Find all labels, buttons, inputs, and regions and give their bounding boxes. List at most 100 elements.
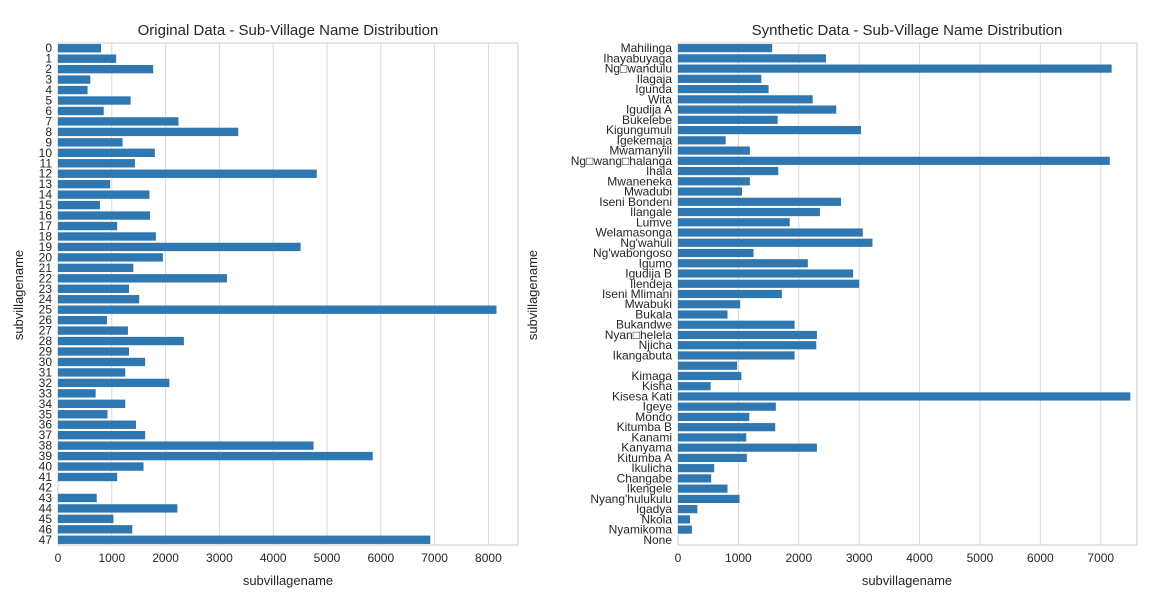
synthetic-ytick-label: Changabe bbox=[617, 471, 673, 485]
original-bar bbox=[58, 221, 118, 231]
synthetic-bar bbox=[678, 228, 863, 237]
original-xtick-label: 5000 bbox=[314, 551, 341, 565]
original-ytick-label: 10 bbox=[39, 146, 53, 160]
original-bar bbox=[58, 357, 146, 367]
synthetic-ytick-label: Bukelebe bbox=[622, 113, 672, 127]
original-ytick-label: 26 bbox=[39, 313, 53, 327]
original-bar bbox=[58, 200, 100, 210]
original-ytick-label: 24 bbox=[39, 292, 53, 306]
synthetic-bar bbox=[678, 269, 854, 278]
synthetic-ytick-label: Mahilinga bbox=[621, 41, 673, 55]
synthetic-bar bbox=[678, 44, 773, 53]
original-ytick-label: 5 bbox=[45, 94, 52, 108]
synthetic-ytick-label: Ng'wahuli bbox=[620, 236, 672, 250]
original-bar bbox=[58, 106, 104, 116]
synthetic-ytick-label: Kanami bbox=[631, 430, 672, 444]
synthetic-ytick-label: Nyang'hulukulu bbox=[590, 492, 672, 506]
synthetic-ytick-label: Ikangabuta bbox=[613, 348, 673, 362]
original-ytick-label: 4 bbox=[45, 83, 52, 97]
original-bar bbox=[58, 169, 317, 178]
original-ytick-label: 11 bbox=[40, 156, 53, 170]
original-ytick-label: 14 bbox=[39, 188, 53, 202]
original-bar bbox=[58, 127, 239, 137]
original-ytick-label: 8 bbox=[45, 125, 52, 139]
synthetic-ytick-label: Ng□wang□halanga bbox=[571, 154, 673, 168]
synthetic-bar bbox=[678, 187, 743, 196]
synthetic-xtick-label: 5000 bbox=[967, 551, 994, 565]
synthetic-bar bbox=[678, 320, 795, 329]
synthetic-bar bbox=[678, 166, 779, 176]
synthetic-bar bbox=[678, 95, 813, 104]
original-ytick-label: 31 bbox=[39, 365, 53, 379]
synthetic-bar bbox=[678, 464, 715, 473]
original-bar bbox=[58, 295, 140, 304]
original-bar bbox=[58, 410, 108, 419]
synthetic-ytick-label: Ng□wandulu bbox=[605, 62, 672, 76]
original-ytick-label: 46 bbox=[39, 522, 53, 536]
original-ytick-label: 45 bbox=[39, 512, 53, 526]
synthetic-xtick-label: 2000 bbox=[785, 551, 812, 565]
synthetic-chart-ylabel: subvillagename bbox=[525, 250, 540, 340]
synthetic-ytick-label: Mwadubi bbox=[624, 185, 672, 199]
synthetic-ytick-label: Kisesa Kati bbox=[612, 389, 672, 403]
original-ytick-label: 2 bbox=[45, 62, 52, 76]
synthetic-bar bbox=[678, 412, 750, 422]
original-ytick-label: 1 bbox=[45, 52, 52, 66]
original-bar bbox=[58, 336, 184, 346]
original-bar bbox=[58, 75, 91, 84]
original-ytick-label: 15 bbox=[39, 198, 53, 212]
synthetic-bar bbox=[678, 248, 754, 258]
synthetic-bar bbox=[678, 505, 698, 514]
synthetic-bar bbox=[678, 361, 738, 370]
original-bar bbox=[58, 378, 170, 388]
original-bar bbox=[58, 326, 128, 335]
synthetic-ytick-label: Kisha bbox=[642, 379, 672, 393]
synthetic-ytick-label: Igadya bbox=[636, 502, 672, 516]
original-ytick-label: 3 bbox=[45, 73, 52, 87]
original-bar bbox=[58, 462, 144, 471]
original-bar bbox=[58, 96, 131, 105]
original-xtick-label: 7000 bbox=[421, 551, 448, 565]
synthetic-bar bbox=[678, 382, 711, 391]
synthetic-ytick-label: Lumve bbox=[636, 215, 672, 229]
original-bar bbox=[58, 315, 107, 325]
synthetic-ytick-label: Ilangale bbox=[630, 205, 672, 219]
synthetic-ytick-label: Igekemaja bbox=[617, 133, 673, 147]
synthetic-bar bbox=[678, 74, 762, 83]
original-xtick-label: 8000 bbox=[475, 551, 502, 565]
original-ytick-label: 40 bbox=[39, 460, 53, 474]
synthetic-ytick-label: Kimaga bbox=[631, 369, 672, 383]
synthetic-ytick-label: Igeye bbox=[643, 400, 673, 414]
original-bar bbox=[58, 420, 137, 429]
synthetic-bar bbox=[678, 423, 776, 432]
original-bar bbox=[58, 232, 156, 241]
original-ytick-label: 25 bbox=[39, 303, 53, 317]
original-bar bbox=[58, 190, 150, 199]
original-chart-panel: Original Data - Sub-Village Name Distrib… bbox=[11, 22, 519, 588]
original-bar bbox=[58, 64, 154, 74]
synthetic-bar bbox=[678, 300, 741, 309]
synthetic-ytick-label: Mwabuki bbox=[625, 297, 672, 311]
synthetic-ytick-label: Kigungumuli bbox=[606, 123, 672, 137]
original-xtick-label: 4000 bbox=[260, 551, 287, 565]
original-ytick-label: 9 bbox=[45, 135, 52, 149]
original-bar bbox=[58, 514, 114, 524]
original-bar bbox=[58, 284, 130, 293]
synthetic-bar bbox=[678, 136, 726, 145]
original-chart-ylabel: subvillagename bbox=[11, 250, 26, 340]
original-bar bbox=[58, 274, 227, 283]
synthetic-bar bbox=[678, 218, 790, 227]
synthetic-ytick-label: Ihala bbox=[646, 164, 672, 178]
synthetic-bar bbox=[678, 453, 747, 463]
synthetic-ytick-label: Nkola bbox=[641, 512, 672, 526]
synthetic-ytick-label: Ng'wabongoso bbox=[593, 246, 672, 260]
synthetic-ytick-label: Ikengele bbox=[627, 482, 673, 496]
original-bar bbox=[58, 525, 133, 534]
original-bar bbox=[58, 504, 178, 513]
synthetic-chart-xlabel: subvillagename bbox=[862, 573, 952, 588]
original-ytick-label: 17 bbox=[39, 219, 53, 233]
synthetic-chart-title: Synthetic Data - Sub-Village Name Distri… bbox=[752, 22, 1063, 39]
synthetic-ytick-label: Bukandwe bbox=[616, 318, 672, 332]
original-ytick-label: 33 bbox=[39, 386, 53, 400]
synthetic-bar bbox=[678, 85, 769, 94]
